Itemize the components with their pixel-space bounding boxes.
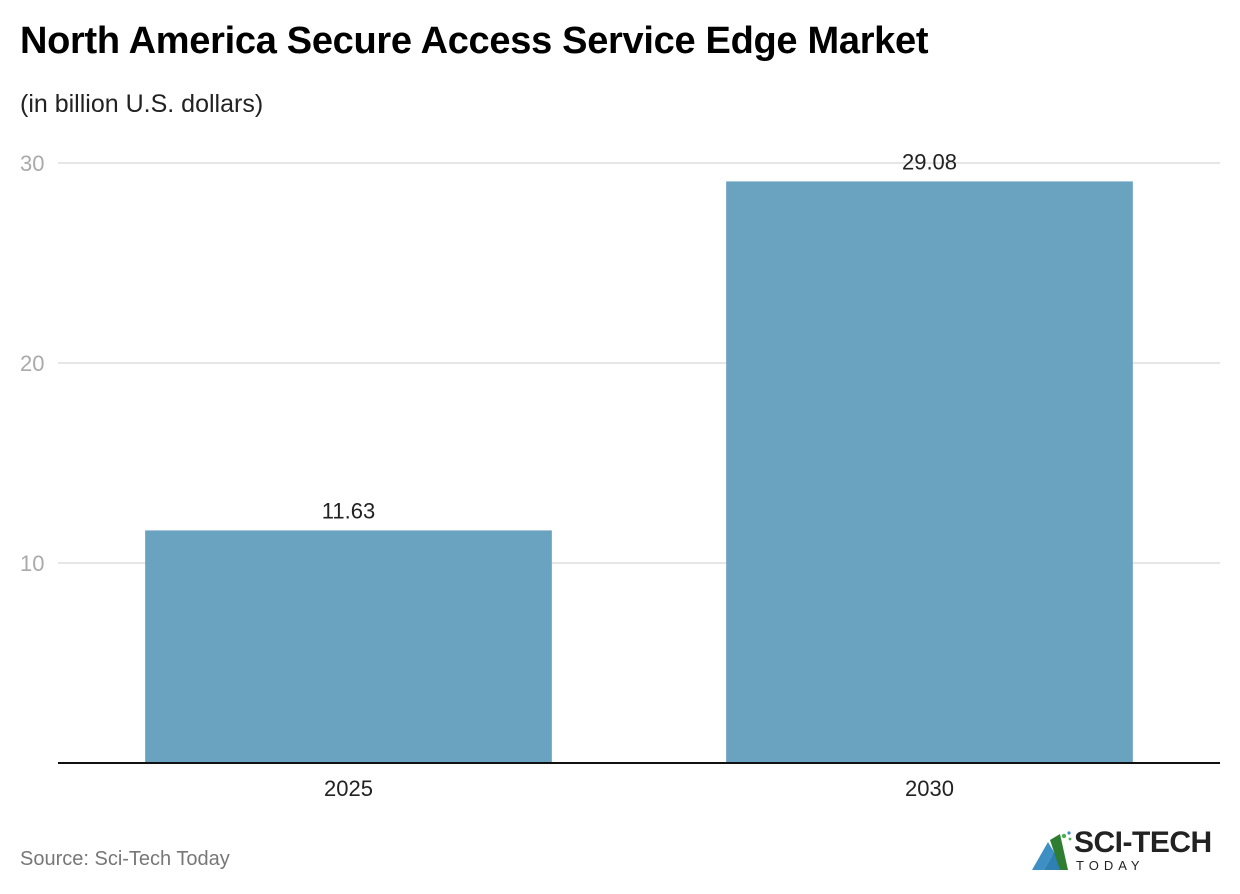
x-axis-ticks: 2025 2030 [324, 776, 954, 801]
x-tick-label: 2030 [905, 776, 954, 801]
data-label: 29.08 [902, 149, 957, 174]
data-labels: 11.63 29.08 [322, 149, 957, 523]
bar-2030 [726, 181, 1133, 763]
y-tick-label: 20 [20, 351, 44, 376]
sci-tech-today-logo: SCI-TECH TODAY [1030, 826, 1220, 876]
x-tick-label: 2025 [324, 776, 373, 801]
bars [145, 181, 1133, 763]
logo-text-sub: TODAY [1076, 858, 1145, 873]
source-note: Source: Sci-Tech Today [20, 848, 230, 870]
chart-subtitle: (in billion U.S. dollars) [20, 90, 264, 118]
chart-title: North America Secure Access Service Edge… [20, 20, 929, 62]
y-axis-ticks: 10 20 30 [20, 151, 44, 576]
logo-text-main: SCI-TECH [1074, 826, 1212, 859]
y-tick-label: 10 [20, 551, 44, 576]
data-label: 11.63 [322, 498, 375, 523]
bar-2025 [145, 530, 552, 763]
logo-mark-icon [1032, 831, 1072, 870]
y-tick-label: 30 [20, 151, 44, 176]
